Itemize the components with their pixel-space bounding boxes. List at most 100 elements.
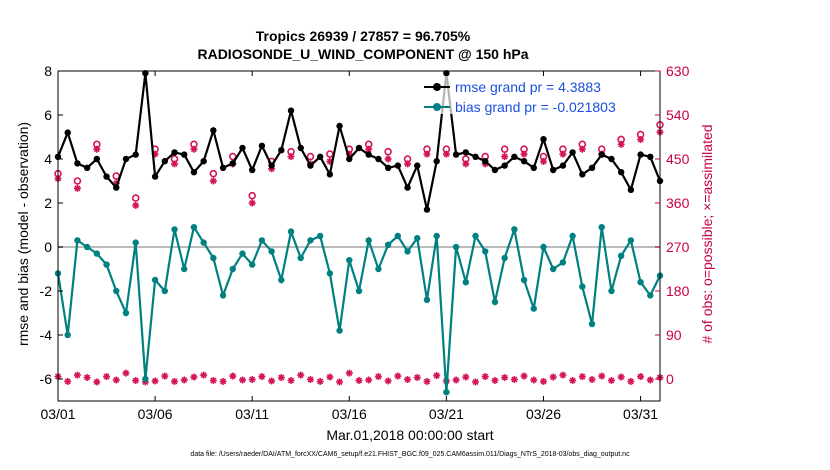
bias-point bbox=[355, 287, 363, 295]
rmse-point bbox=[142, 70, 149, 77]
rmse-point bbox=[491, 166, 499, 174]
obs-assimilated-point bbox=[209, 376, 217, 384]
bias-point bbox=[433, 232, 440, 240]
obs-assimilated-point bbox=[578, 145, 586, 153]
obs-assimilated-point bbox=[549, 373, 557, 381]
bias-point bbox=[588, 320, 596, 328]
obs-possible-point bbox=[500, 145, 509, 154]
obs-assimilated-point bbox=[336, 378, 344, 386]
obs-assimilated-point bbox=[578, 373, 586, 381]
x-tick-label: 03/11 bbox=[235, 406, 269, 422]
bias-point bbox=[598, 224, 605, 231]
obs-assimilated-point bbox=[510, 375, 518, 383]
bias-point bbox=[647, 292, 654, 299]
obs-assimilated-point bbox=[103, 373, 111, 381]
obs-assimilated-point bbox=[93, 145, 101, 153]
bias-point bbox=[501, 254, 508, 262]
obs-possible-point bbox=[73, 177, 82, 185]
rmse-point bbox=[326, 171, 334, 178]
obs-assimilated-point bbox=[617, 373, 625, 381]
obs-assimilated-point bbox=[306, 375, 314, 383]
bias-point bbox=[229, 265, 236, 273]
obs-assimilated-point bbox=[248, 375, 256, 383]
rmse-point bbox=[161, 158, 169, 165]
obs-possible-point bbox=[209, 169, 218, 178]
obs-assimilated-point bbox=[501, 153, 509, 161]
obs-assimilated-point bbox=[569, 376, 577, 384]
y-tick-label: -6 bbox=[40, 371, 53, 387]
obs-assimilated-point bbox=[520, 372, 528, 380]
bias-point bbox=[462, 279, 470, 286]
bias-point bbox=[132, 239, 139, 246]
rmse-point bbox=[83, 164, 91, 171]
obs-assimilated-point bbox=[297, 371, 305, 379]
rmse-point bbox=[588, 164, 596, 171]
bias-point bbox=[452, 243, 460, 251]
obs-assimilated-point bbox=[433, 372, 441, 380]
rmse-point bbox=[579, 171, 586, 178]
obs-assimilated-point bbox=[132, 201, 140, 209]
legend-rmse-label: rmse grand pr = 4.3883 bbox=[455, 79, 601, 95]
obs-assimilated-point bbox=[190, 145, 198, 153]
y-right-tick-label: 450 bbox=[666, 151, 690, 167]
bias-point bbox=[64, 331, 71, 339]
bias-point bbox=[520, 276, 528, 284]
bias-point bbox=[326, 270, 334, 277]
obs-assimilated-point bbox=[180, 376, 188, 384]
obs-assimilated-point bbox=[171, 160, 179, 168]
y-tick-label: 4 bbox=[44, 151, 52, 167]
bias-point bbox=[491, 298, 499, 306]
bias-point bbox=[579, 283, 586, 290]
bias-point bbox=[559, 259, 567, 266]
obs-possible-point bbox=[248, 191, 256, 200]
obs-assimilated-point bbox=[277, 374, 285, 382]
obs-assimilated-point bbox=[287, 153, 295, 161]
rmse-point bbox=[433, 158, 440, 165]
obs-assimilated-point bbox=[209, 177, 217, 185]
obs-assimilated-point bbox=[171, 377, 179, 385]
obs-assimilated-point bbox=[132, 376, 140, 384]
obs-assimilated-point bbox=[539, 157, 547, 165]
y-tick-label: -2 bbox=[40, 283, 53, 299]
rmse-point bbox=[64, 129, 71, 136]
obs-assimilated-point bbox=[588, 375, 596, 383]
rmse-point bbox=[268, 162, 275, 169]
rmse-point bbox=[452, 151, 460, 158]
bias-point bbox=[258, 237, 266, 244]
obs-assimilated-point bbox=[617, 140, 625, 148]
rmse-point bbox=[482, 158, 489, 165]
obs-assimilated-point bbox=[384, 155, 392, 163]
bias-point bbox=[346, 257, 353, 264]
rmse-point bbox=[200, 158, 207, 165]
rmse-point bbox=[511, 153, 518, 160]
rmse-point bbox=[423, 206, 431, 213]
bias-point bbox=[608, 287, 615, 295]
obs-assimilated-point bbox=[462, 160, 470, 168]
bias-point bbox=[540, 243, 547, 251]
obs-assimilated-point bbox=[481, 373, 489, 381]
obs-possible-point bbox=[306, 152, 315, 161]
bias-line bbox=[56, 224, 661, 393]
rmse-point bbox=[239, 144, 246, 152]
rmse-point bbox=[316, 153, 324, 160]
obs-assimilated-point bbox=[200, 371, 208, 379]
y-tick-label: 6 bbox=[44, 107, 52, 123]
bias-point bbox=[511, 226, 518, 233]
legend-bias-marker bbox=[433, 103, 441, 111]
rmse-point bbox=[355, 144, 363, 152]
bias-point bbox=[482, 248, 489, 255]
bias-point bbox=[83, 243, 91, 251]
y-axis-right-label: # of obs: o=possible; ×=assimilated bbox=[699, 124, 715, 343]
rmse-point bbox=[190, 169, 198, 176]
rmse-point bbox=[530, 164, 537, 171]
obs-assimilated-point bbox=[637, 135, 645, 143]
obs-assimilated-point bbox=[627, 377, 635, 385]
obs-assimilated-point bbox=[413, 374, 421, 382]
obs-assimilated-point bbox=[258, 373, 266, 381]
obs-assimilated-point bbox=[268, 377, 276, 385]
obs-assimilated-point bbox=[326, 373, 334, 381]
obs-assimilated-point bbox=[394, 372, 402, 380]
rmse-point bbox=[637, 151, 644, 158]
